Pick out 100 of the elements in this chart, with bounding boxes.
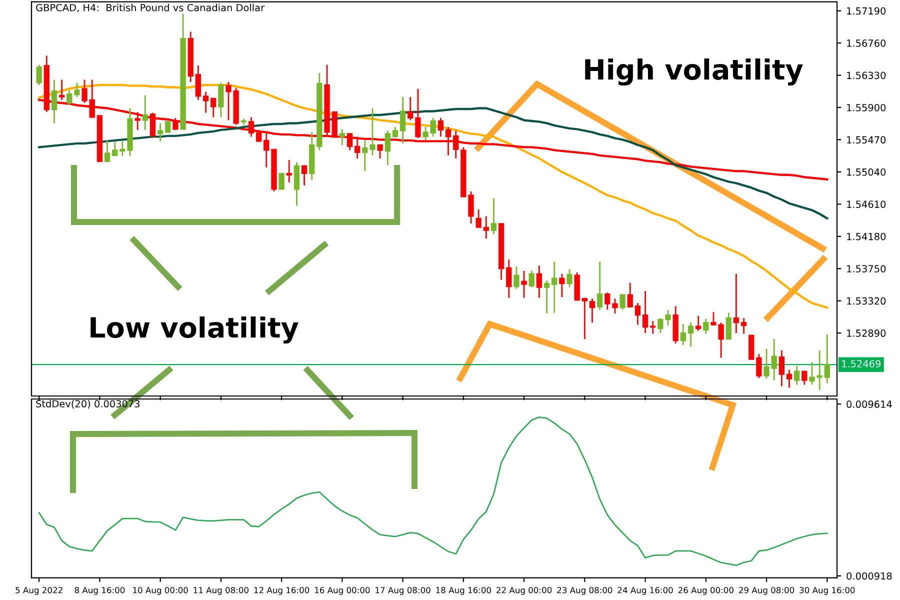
y-tick-label: 1.57190 — [847, 7, 886, 15]
candlestick — [506, 258, 512, 299]
candlestick — [604, 292, 610, 311]
candlestick — [764, 348, 770, 380]
candlestick — [544, 280, 550, 314]
candlestick — [528, 270, 534, 288]
candlestick — [476, 208, 482, 228]
candlestick — [384, 130, 390, 166]
x-tick-label: 5 Aug 2022 — [16, 586, 62, 595]
candlestick — [400, 96, 406, 144]
candlestick — [596, 261, 603, 311]
candlestick — [392, 126, 398, 138]
line-series — [38, 107, 828, 220]
y-tick-label: 1.52890 — [847, 330, 886, 337]
x-tick-label: 30 Aug 16:00 — [800, 586, 855, 595]
candlestick — [740, 317, 747, 334]
candlestick — [536, 264, 542, 299]
x-tick-label: 16 Aug 00:00 — [315, 586, 370, 595]
candlestick — [521, 270, 527, 299]
candlestick — [430, 117, 436, 138]
candlestick — [445, 126, 452, 156]
candlestick — [688, 322, 694, 348]
candlestick — [559, 273, 565, 298]
candlestick — [248, 116, 254, 138]
candlestick — [453, 130, 459, 160]
candlestick — [286, 159, 292, 184]
x-tick-label: 11 Aug 08:00 — [194, 586, 248, 595]
annotation: High volatility — [585, 58, 803, 86]
candlestick — [74, 82, 80, 98]
candlestick — [778, 350, 785, 387]
candlestick — [66, 90, 72, 106]
candlestick — [552, 261, 558, 314]
candlestick — [786, 369, 792, 388]
x-tick-label: 18 Aug 16:00 — [436, 586, 491, 595]
candlestick — [680, 323, 686, 346]
candlestick — [278, 172, 284, 190]
y-tick-label: 1.54180 — [847, 232, 886, 240]
candlestick — [294, 161, 300, 206]
y-tick-label: 1.55040 — [847, 168, 886, 176]
candlestick — [346, 133, 353, 151]
y-tick-label: 1.56760 — [847, 39, 886, 47]
annotation: Low volatility — [90, 316, 298, 344]
candlestick — [362, 140, 368, 172]
candlestick — [620, 293, 626, 311]
candlestick — [802, 370, 808, 386]
x-tick-label: 26 Aug 00:00 — [678, 586, 734, 595]
candlestick — [195, 64, 202, 101]
candlestick — [612, 298, 618, 314]
candlestick — [824, 334, 830, 384]
y-tick-label: 1.53320 — [847, 297, 886, 305]
candlestick — [490, 197, 497, 235]
candlestick — [703, 318, 709, 334]
candlestick — [51, 79, 58, 124]
candlestick — [202, 91, 209, 114]
y-tick-label: 1.55470 — [847, 136, 886, 144]
candlestick — [483, 215, 489, 240]
candlestick — [582, 297, 588, 340]
candlestick — [134, 111, 140, 131]
ref-line-label: 1.52469 — [842, 360, 881, 368]
candlestick — [422, 126, 428, 142]
candlestick — [794, 365, 800, 386]
x-tick-label: 12 Aug 16:00 — [254, 586, 310, 595]
candlestick — [58, 79, 65, 101]
candlestick — [408, 96, 414, 121]
x-tick-label: 8 Aug 16:00 — [74, 586, 125, 595]
chart-title: GBPCAD, H4: British Pound vs Canadian Dollar — [36, 4, 265, 12]
y-tick-label: 1.54610 — [847, 200, 886, 208]
candlestick — [82, 79, 88, 104]
candlestick — [104, 140, 110, 163]
candlestick — [771, 338, 777, 381]
candlestick — [370, 108, 376, 156]
candlestick — [301, 164, 308, 186]
y-tick-label: 1.56330 — [847, 72, 886, 80]
x-tick-label: 24 Aug 16:00 — [618, 586, 673, 595]
candlestick — [256, 129, 262, 143]
y-tick-label: 0.000918 — [846, 572, 892, 580]
x-tick-label: 22 Aug 00:00 — [496, 586, 552, 595]
candlestick — [377, 144, 383, 160]
candlestick — [756, 353, 762, 379]
candlestick — [438, 117, 444, 138]
candlestick — [642, 290, 648, 334]
y-tick-label: 0.009614 — [846, 400, 892, 408]
candlestick — [733, 273, 740, 334]
candlestick — [650, 320, 656, 334]
candlestick — [415, 88, 421, 139]
candlestick — [627, 282, 633, 308]
candlestick — [748, 334, 754, 360]
candlestick — [696, 315, 702, 332]
candlestick — [172, 117, 178, 131]
x-tick-label: 29 Aug 08:00 — [739, 586, 794, 595]
y-tick-label: 1.53750 — [847, 265, 886, 272]
candlestick — [354, 136, 360, 160]
x-tick-label: 17 Aug 08:00 — [376, 586, 430, 595]
y-tick-label: 1.55900 — [847, 104, 886, 112]
candlestick — [726, 312, 732, 340]
candlestick — [566, 268, 572, 288]
line-series — [38, 416, 828, 566]
candlestick — [157, 122, 164, 142]
x-tick-label: 10 Aug 00:00 — [133, 586, 188, 595]
candlestick — [112, 141, 118, 157]
